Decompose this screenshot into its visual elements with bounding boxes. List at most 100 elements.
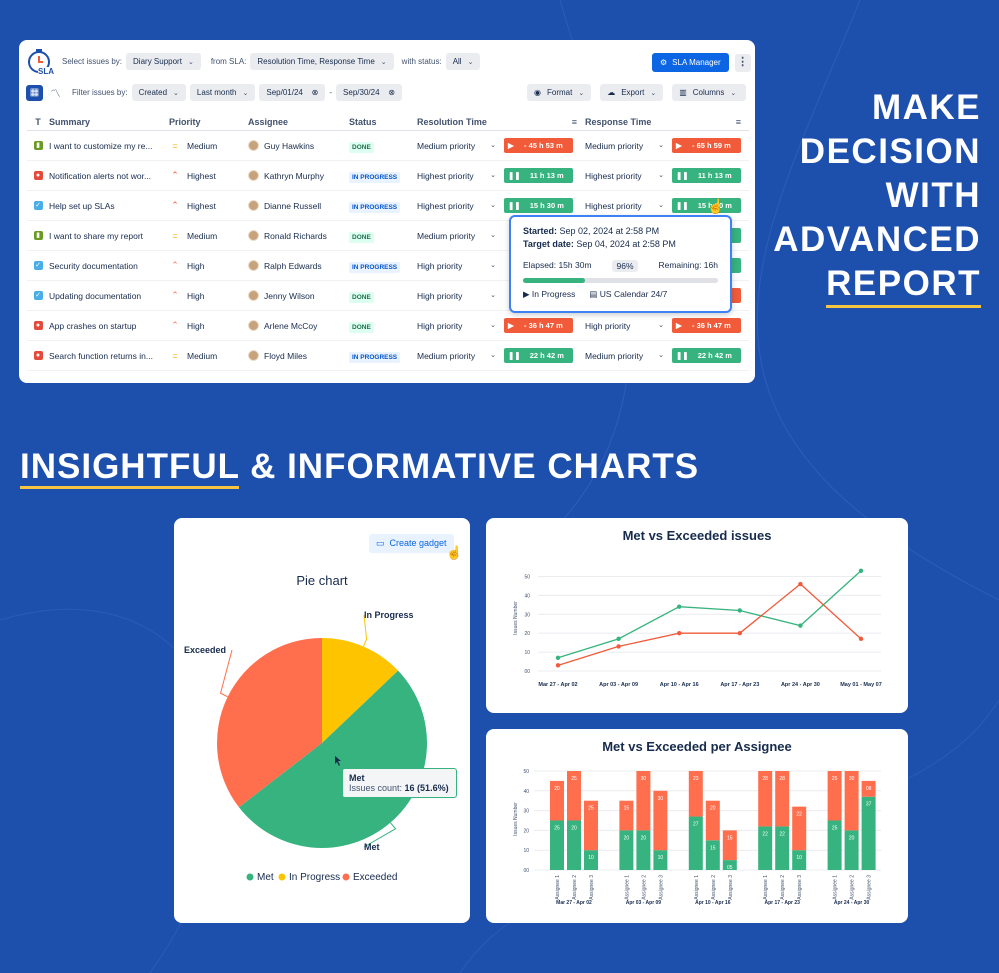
exceeded-bar	[567, 771, 581, 821]
met-bar	[653, 850, 668, 870]
app-label: SLA	[38, 67, 54, 76]
summary-cell[interactable]: Search function returns in...	[49, 350, 153, 361]
met-bar	[844, 830, 859, 870]
table-row[interactable]: ● App crashes on startup ⌃ High Arlene Mc…	[27, 311, 749, 341]
col-response[interactable]: Response Time	[585, 116, 652, 127]
col-priority[interactable]: Priority	[169, 116, 201, 127]
resolution-priority-text: Medium priority	[417, 140, 476, 151]
priority-icon: ⌃	[171, 260, 179, 270]
create-gadget-button[interactable]: ▭ Create gadget	[369, 534, 454, 553]
resolution-priority-select[interactable]: High priority ⌄	[417, 291, 504, 301]
resolution-priority-select[interactable]: Medium priority ⌄	[417, 231, 504, 241]
sla-select[interactable]: Resolution Time, Response Time ⌄	[250, 53, 394, 70]
bug-icon: ●	[33, 351, 43, 360]
resolution-priority-select[interactable]: Highest priority ⌄	[417, 171, 504, 181]
bar-value-label: 20	[624, 835, 630, 841]
target-label: Target date:	[523, 239, 574, 249]
sla-logo: SLA	[26, 48, 54, 78]
format-button[interactable]: ◉ Format ⌄	[527, 84, 592, 101]
x-tick-label: Apr 24 - Apr 30	[781, 682, 820, 688]
date-from-value: Sep/01/24	[266, 88, 303, 97]
clear-icon[interactable]: ⊗	[388, 88, 396, 97]
sla-progress-fill	[523, 278, 586, 283]
remaining-text: Remaining: 16h	[658, 260, 718, 270]
summary-cell[interactable]: Updating documentation	[49, 290, 142, 301]
filter-period-select[interactable]: Last month ⌄	[189, 84, 256, 101]
data-point	[555, 663, 561, 668]
headline-line: WITH	[885, 176, 981, 215]
met-bar	[584, 850, 598, 870]
resolution-priority-select[interactable]: Highest priority ⌄	[417, 201, 504, 211]
resolution-priority-select[interactable]: Medium priority ⌄	[417, 141, 504, 151]
response-priority-select[interactable]: Medium priority ⌄	[585, 141, 672, 151]
response-priority-select[interactable]: High priority ⌄	[585, 321, 672, 331]
summary-cell[interactable]: I want to customize my re...	[49, 140, 153, 151]
priority-cell: ⌃ Highest	[167, 200, 248, 211]
filter-lines-icon[interactable]: ≡	[735, 116, 741, 127]
chevron-down-icon: ⌄	[658, 351, 664, 359]
pie-leader-line	[362, 614, 368, 647]
columns-button[interactable]: ▥ Columns ⌄	[672, 84, 747, 101]
clear-icon[interactable]: ⊗	[311, 88, 319, 97]
status-select[interactable]: All ⌄	[445, 53, 481, 70]
date-from-input[interactable]: Sep/01/24 ⊗	[259, 84, 326, 101]
data-point	[858, 568, 864, 573]
group-label: Apr 03 - Apr 09	[626, 900, 662, 906]
bug-icon: ●	[33, 321, 43, 330]
calendar-icon: ▤	[589, 289, 598, 299]
export-button[interactable]: ☁ Export ⌄	[600, 84, 664, 101]
col-type[interactable]: T	[35, 116, 41, 127]
response-priority-select[interactable]: Highest priority ⌄	[585, 171, 672, 181]
summary-cell[interactable]: I want to share my report	[49, 230, 144, 241]
summary-cell[interactable]: App crashes on startup	[49, 320, 137, 331]
filter-lines-icon[interactable]: ≡	[571, 116, 577, 127]
assignee-cell: Ralph Edwards	[248, 260, 349, 271]
col-summary[interactable]: Summary	[49, 116, 91, 127]
resolution-time-cell: ❚❚ 15 h 30 m	[504, 198, 585, 213]
summary-cell[interactable]: Security documentation	[49, 260, 138, 271]
x-tick-label: Assignee 3	[728, 875, 734, 900]
x-tick-label: Assignee 3	[658, 875, 664, 900]
col-resolution[interactable]: Resolution Time	[417, 116, 487, 127]
priority-text: Medium	[187, 140, 218, 151]
y-tick-label: 30	[523, 809, 529, 815]
filter-field-select[interactable]: Created ⌄	[131, 84, 186, 101]
col-status[interactable]: Status	[349, 116, 377, 127]
summary-cell[interactable]: Help set up SLAs	[49, 200, 115, 211]
col-assignee[interactable]: Assignee	[248, 116, 289, 127]
response-priority-select[interactable]: Medium priority ⌄	[585, 351, 672, 361]
pie-title: Pie chart	[296, 573, 348, 588]
avatar	[248, 140, 259, 151]
resolution-priority-select[interactable]: High priority ⌄	[417, 261, 504, 271]
pie-slice	[322, 638, 399, 743]
response-priority-text: High priority	[585, 320, 631, 331]
from-sla-label: from SLA:	[210, 57, 247, 66]
assignee-cell: Ronald Richards	[248, 230, 349, 241]
resolution-priority-text: High priority	[417, 290, 463, 301]
table-view-icon[interactable]: ▦	[26, 84, 43, 101]
exceeded-bar	[636, 771, 651, 831]
table-row[interactable]: ✓ Help set up SLAs ⌃ Highest Dianne Russe…	[27, 191, 749, 221]
summary-cell[interactable]: Notification alerts not wor...	[49, 170, 152, 181]
resolution-priority-select[interactable]: Medium priority ⌄	[417, 351, 504, 361]
chevron-down-icon: ⌄	[658, 321, 664, 329]
more-menu-icon[interactable]: ⋮	[734, 53, 751, 72]
play-icon: ▶	[676, 141, 682, 150]
table-row[interactable]: ● Notification alerts not wor... ⌃ Highes…	[27, 161, 749, 191]
task-icon: ✓	[33, 261, 43, 270]
response-priority-select[interactable]: Highest priority ⌄	[585, 201, 672, 211]
table-row[interactable]: ● Search function returns in... = Medium …	[27, 341, 749, 371]
bar-value-label: 20	[641, 835, 647, 841]
date-to-input[interactable]: Sep/30/24 ⊗	[336, 84, 403, 101]
y-tick-label: 50	[524, 574, 530, 580]
resolution-priority-select[interactable]: High priority ⌄	[417, 321, 504, 331]
project-select[interactable]: Diary Support ⌄	[126, 53, 201, 70]
line-chart-title: Met vs Exceeded issues	[623, 528, 772, 543]
table-row[interactable]: ▮ I want to customize my re... = Medium G…	[27, 131, 749, 161]
priority-icon: ⌃	[171, 320, 179, 330]
sla-timer: ▶ - 36 h 47 m	[504, 318, 573, 333]
x-tick-label: Assignee 2	[780, 875, 786, 900]
cursor-hand-icon: ☝	[707, 198, 725, 214]
chart-view-icon[interactable]: 〽	[50, 89, 61, 100]
sla-manager-button[interactable]: ⚙ SLA Manager	[652, 53, 729, 72]
